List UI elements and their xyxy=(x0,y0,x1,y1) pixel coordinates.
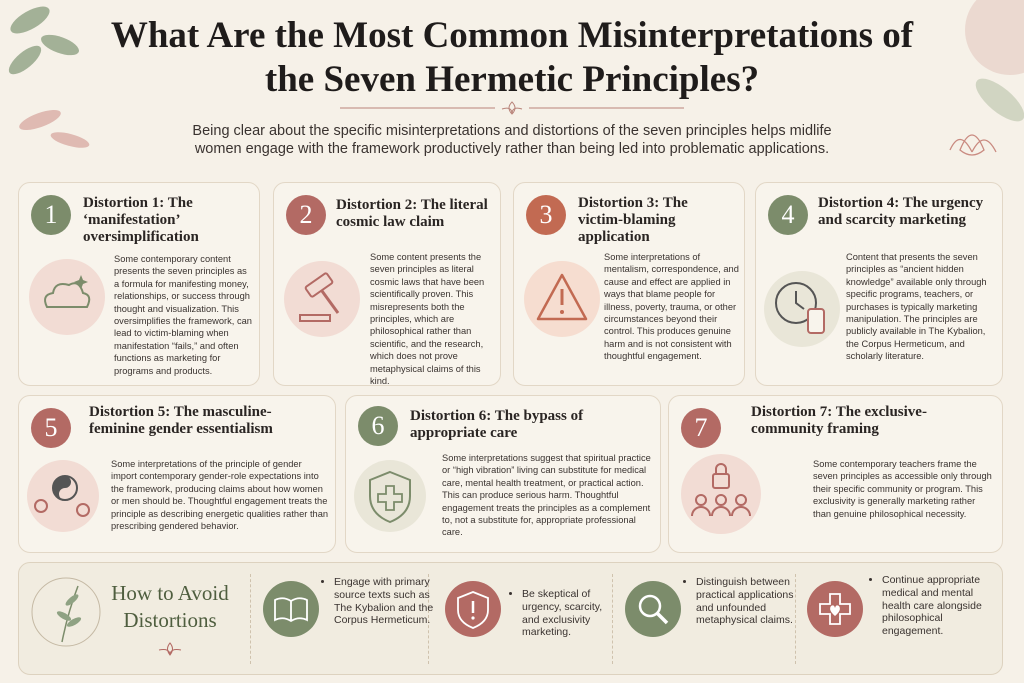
yin-yang-icon xyxy=(27,460,99,532)
divider xyxy=(340,101,684,115)
card: 2 Distortion 2: The literal cosmic law c… xyxy=(273,182,501,386)
card-number: 3 xyxy=(526,195,566,235)
title: What Are the Most Common Misinterpretati… xyxy=(110,15,914,100)
card-number: 4 xyxy=(768,195,808,235)
subtitle: Being clear about the specific misinterp… xyxy=(192,123,832,157)
card-body: Some content presents the seven principl… xyxy=(370,252,485,387)
tip-text: Distinguish between practical applicatio… xyxy=(696,576,800,627)
tip-text: Be skeptical of urgency, scarcity, and e… xyxy=(522,588,618,639)
corner-decoration xyxy=(949,0,1024,156)
lotus-icon xyxy=(158,642,182,656)
divider xyxy=(795,574,796,664)
card-number: 5 xyxy=(31,408,71,448)
tip: Engage with primary source texts such as… xyxy=(322,576,434,627)
tip-text: Engage with primary source texts such as… xyxy=(334,576,434,627)
care-icon xyxy=(807,581,863,637)
card-title: Distortion 2: The literal cosmic law cla… xyxy=(336,197,488,230)
card: 6 Distortion 6: The bypass of appropriat… xyxy=(345,395,661,553)
card: 5 Distortion 5: The masculine-feminine g… xyxy=(18,395,336,553)
card-body: Some interpretations of the principle of… xyxy=(111,459,329,532)
book-icon xyxy=(263,581,319,637)
search-icon xyxy=(625,581,681,637)
plant-icon xyxy=(31,577,101,647)
community-icon xyxy=(681,454,761,534)
card-title: Distortion 4: The urgency and scarcity m… xyxy=(818,195,984,228)
card: 3 Distortion 3: The victim-blaming appli… xyxy=(513,182,745,386)
divider xyxy=(612,574,613,664)
card-title: Distortion 6: The bypass of appropriate … xyxy=(410,408,584,441)
card-title: Distortion 1: The ‘manifestation’ oversi… xyxy=(83,195,199,245)
card: 1 Distortion 1: The ‘manifestation’ over… xyxy=(18,182,260,386)
card-title: Distortion 5: The masculine-feminine gen… xyxy=(89,404,273,437)
avoid-title: How to Avoid Distortions xyxy=(111,581,229,632)
card: 4 Distortion 4: The urgency and scarcity… xyxy=(755,182,1003,386)
tip: Be skeptical of urgency, scarcity, and e… xyxy=(510,588,618,639)
tip-text: Continue appropriate medical and mental … xyxy=(882,574,992,638)
card: 7 Distortion 7: The exclusive-community … xyxy=(668,395,1003,553)
card-body: Some contemporary content presents the s… xyxy=(114,254,252,376)
shield-icon xyxy=(354,460,426,532)
tip: Continue appropriate medical and mental … xyxy=(870,574,992,638)
alert-icon xyxy=(445,581,501,637)
card-body: Some interpretations of mentalism, corre… xyxy=(604,252,739,362)
card-body: Some interpretations suggest that spirit… xyxy=(442,453,651,538)
gavel-icon xyxy=(284,261,360,337)
warning-icon xyxy=(524,261,600,337)
card-number: 6 xyxy=(358,406,398,446)
leaf-decoration xyxy=(8,6,90,148)
card-title: Distortion 7: The exclusive-community fr… xyxy=(751,404,927,437)
card-body: Content that presents the seven principl… xyxy=(846,252,987,362)
clock-icon xyxy=(764,271,840,347)
divider xyxy=(250,574,251,664)
card-number: 1 xyxy=(31,195,71,235)
card-number: 2 xyxy=(286,195,326,235)
card-number: 7 xyxy=(681,408,721,448)
tip: Distinguish between practical applicatio… xyxy=(684,576,800,627)
card-body: Some contemporary teachers frame the sev… xyxy=(813,459,992,519)
divider xyxy=(428,574,429,664)
cloud-icon xyxy=(29,259,105,335)
card-title: Distortion 3: The victim-blaming applica… xyxy=(578,195,688,245)
